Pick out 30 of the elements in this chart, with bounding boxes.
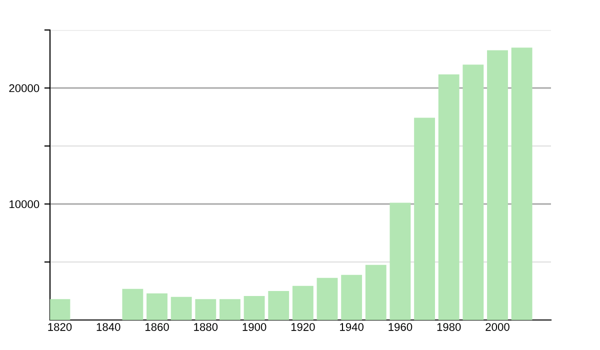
bar — [146, 293, 168, 320]
bar — [438, 74, 460, 320]
bar — [414, 118, 435, 320]
bar — [122, 288, 144, 320]
bar — [511, 48, 532, 320]
x-tick-label: 1900 — [242, 323, 266, 331]
bar — [268, 291, 290, 320]
bar — [170, 296, 192, 320]
x-tick-label: 2000 — [486, 323, 510, 331]
x-tick-label: 1860 — [146, 323, 169, 331]
x-tick-label: 1880 — [194, 323, 218, 331]
bar — [195, 299, 216, 320]
bar — [220, 299, 240, 320]
x-tick-label: 1960 — [388, 323, 412, 331]
bar — [487, 50, 508, 320]
x-tick-label: 1940 — [340, 323, 364, 331]
x-tick-label: 1840 — [96, 323, 120, 331]
bar — [390, 202, 411, 320]
bar — [462, 64, 484, 320]
bar — [365, 264, 386, 320]
bar — [316, 278, 338, 320]
y-tick-label: 20000 — [9, 84, 40, 92]
x-tick-label: 1980 — [437, 323, 461, 331]
x-tick-label: 1920 — [291, 323, 315, 331]
bar — [292, 286, 314, 320]
bar — [50, 299, 70, 320]
bar — [341, 274, 362, 320]
bar — [244, 296, 265, 320]
x-tick-label: 1820 — [48, 323, 72, 331]
y-tick-label: 10000 — [10, 200, 40, 208]
